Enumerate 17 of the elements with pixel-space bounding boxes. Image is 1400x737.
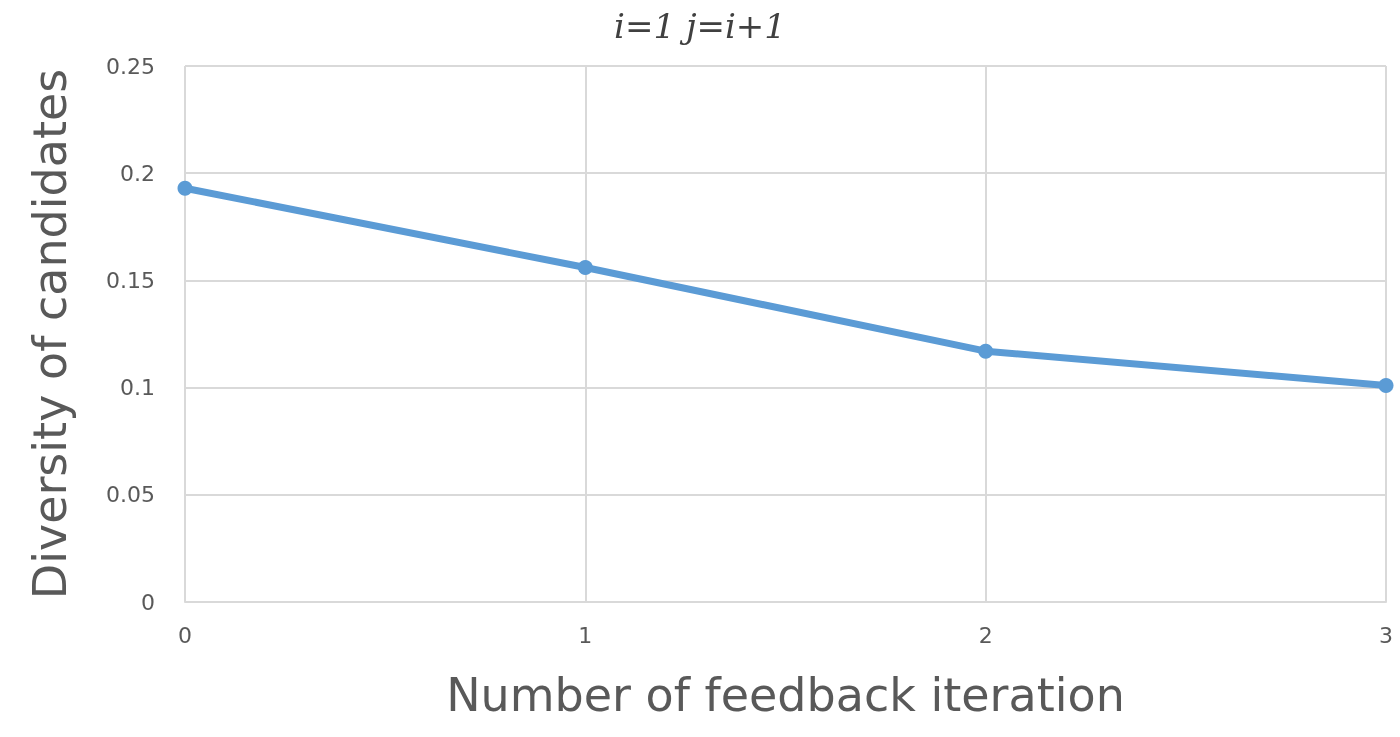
y-tick-label: 0.25 [106,53,155,79]
point [978,343,994,359]
y-tick-label: 0.1 [120,375,155,401]
point [177,180,193,196]
x-axis-title: Number of feedback iteration [446,668,1125,722]
x-tick-label: 3 [1379,622,1393,648]
y-axis-title: Diversity of candidates [23,68,77,600]
x-tick-label: 2 [978,622,993,648]
y-tick-label: 0.15 [106,267,155,293]
point [1378,377,1394,393]
chart-title: i=1 j=i+1 [614,6,786,46]
point [577,260,593,276]
x-tick-label: 1 [578,622,593,648]
y-tick-label: 0 [141,589,155,615]
x-tick-label: 0 [178,622,192,648]
y-tick-label: 0.2 [120,160,155,186]
y-tick-label: 0.05 [106,482,155,508]
